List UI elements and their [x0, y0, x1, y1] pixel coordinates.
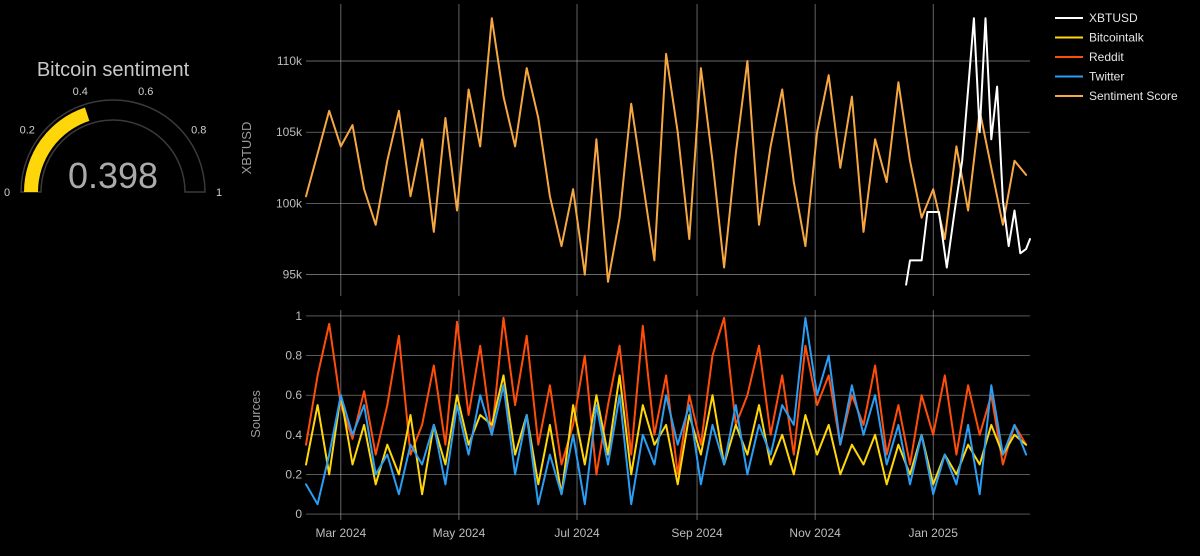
series-line-xbtusd: [905, 17, 1031, 286]
sources-y-tick-label: 0.4: [285, 428, 302, 442]
sources-y-ticks: 0 0.2 0.4 0.6 0.8 1: [285, 309, 302, 521]
legend-label: Bitcointalk: [1089, 31, 1145, 45]
sources-x-tick-label: Jan 2025: [909, 526, 959, 540]
gauge-title: Bitcoin sentiment: [37, 59, 190, 81]
sources-y-axis-title: Sources: [248, 390, 263, 438]
gauge-tick-label: 0.6: [138, 86, 153, 98]
gauge-value: 0.398: [68, 155, 158, 196]
price-y-tick-label: 110k: [277, 54, 303, 68]
sources-lines: [305, 316, 1028, 506]
sources-y-tick-label: 1: [295, 309, 302, 323]
price-y-tick-label: 95k: [283, 268, 303, 282]
sources-y-tick-label: 0.6: [285, 388, 302, 402]
sources-y-tick-label: 0.8: [285, 349, 302, 363]
legend-item-xbtusd[interactable]: XBTUSD: [1055, 11, 1138, 25]
price-lines: [305, 17, 1031, 286]
price-y-tick-label: 105k: [276, 125, 303, 139]
legend-item-twitter[interactable]: Twitter: [1055, 70, 1124, 84]
series-line-sentiment-score: [305, 17, 1028, 283]
gauge-track: [20, 99, 206, 193]
gauge-bar: [24, 107, 90, 192]
price-panel: 95k 100k 105k 110k XBTUSD: [239, 4, 1031, 296]
gauge-tick-label: 0.8: [191, 125, 206, 137]
price-y-ticks: 95k 100k 105k 110k: [276, 54, 303, 282]
sources-y-tick-label: 0: [295, 507, 302, 521]
gauge-ticks: 0 0.2 0.4 0.6 0.8 1: [4, 86, 222, 199]
legend-item-sentiment-score[interactable]: Sentiment Score: [1055, 89, 1178, 103]
sources-panel: 0 0.2 0.4 0.6 0.8 1 Mar 2024 May 2024 Jul 2024 S…: [248, 309, 1030, 540]
sources-x-tick-label: Sep 2024: [671, 526, 723, 540]
gauge-tick-label: 0.4: [73, 86, 88, 98]
sources-grid: [306, 310, 1030, 520]
sources-x-tick-label: May 2024: [433, 526, 486, 540]
gauge-tick-label: 1: [216, 187, 222, 199]
series-line-twitter: [305, 316, 1028, 506]
legend-label: Twitter: [1089, 70, 1124, 84]
price-grid: [306, 4, 1030, 296]
series-line-reddit: [305, 316, 1028, 476]
gauge-tick-label: 0.2: [20, 125, 35, 137]
sources-x-tick-label: Mar 2024: [315, 526, 366, 540]
legend-item-reddit[interactable]: Reddit: [1055, 50, 1124, 64]
price-y-axis-title: XBTUSD: [239, 122, 254, 175]
sources-x-ticks: Mar 2024 May 2024 Jul 2024 Sep 2024 Nov 2024…: [315, 526, 958, 540]
legend-label: XBTUSD: [1089, 11, 1138, 25]
price-y-tick-label: 100k: [276, 196, 303, 210]
gauge-tick-label: 0: [4, 187, 10, 199]
sources-y-tick-label: 0.2: [285, 467, 302, 481]
gauge: Bitcoin sentiment 0 0.2 0.4 0.6 0.8 1 0.398: [4, 59, 222, 199]
sources-x-tick-label: Nov 2024: [789, 526, 841, 540]
legend-label: Reddit: [1089, 50, 1124, 64]
legend[interactable]: XBTUSD Bitcointalk Reddit Twitter Sentiment …: [1055, 11, 1178, 103]
legend-label: Sentiment Score: [1089, 89, 1178, 103]
sources-x-tick-label: Jul 2024: [554, 526, 600, 540]
legend-item-bitcointalk[interactable]: Bitcointalk: [1055, 31, 1145, 45]
